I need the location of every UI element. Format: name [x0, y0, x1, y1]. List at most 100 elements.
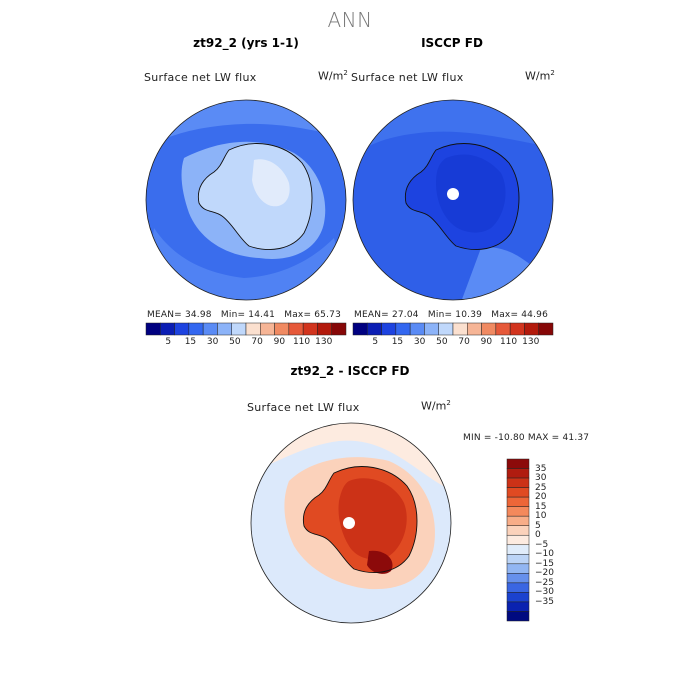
colorbar-swatch: [506, 487, 530, 498]
colorbar-tick-label: −5: [535, 539, 549, 550]
colorbar-swatch: [524, 322, 539, 336]
colorbar-tick-label: 70: [251, 337, 263, 347]
panel1-stats: MEAN= 34.98 Min= 14.41 Max= 65.73: [147, 310, 342, 320]
colorbar-swatch: [317, 322, 332, 336]
colorbar-tick-label: −35: [535, 596, 554, 607]
panel2-stats: MEAN= 27.04 Min= 10.39 Max= 44.96: [354, 310, 549, 320]
panel3-map: [250, 422, 452, 624]
colorbar-swatch: [506, 611, 530, 622]
colorbar-swatch: [506, 477, 530, 488]
colorbar-tick-label: 30: [206, 337, 219, 347]
colorbar-swatch: [506, 554, 530, 565]
colorbar-tick-label: 20: [535, 492, 547, 503]
panel1-highlight: [252, 159, 290, 207]
colorbar-swatch: [367, 322, 382, 336]
colorbar-swatch: [506, 496, 530, 507]
colorbar-tick-label: 15: [535, 501, 547, 512]
panel3-core: [338, 478, 407, 560]
colorbar-swatch: [506, 563, 530, 574]
colorbar-tick-label: 15: [391, 337, 404, 347]
colorbar-swatch: [409, 322, 425, 336]
panel3-max-patch: [367, 550, 393, 574]
colorbar-swatch: [452, 322, 468, 336]
colorbar-swatch: [495, 322, 511, 336]
panel3-coastline: [302, 466, 418, 573]
colorbar-swatch: [231, 322, 247, 336]
colorbar-swatch: [331, 322, 347, 336]
colorbar-tick-label: −30: [535, 587, 554, 598]
colorbar-tick-label: 0: [535, 530, 541, 541]
colorbar-tick-label: 130: [522, 337, 540, 347]
panel1-coastline: [197, 143, 313, 250]
colorbar-swatch: [274, 322, 290, 336]
colorbar-swatch: [538, 322, 554, 336]
colorbar-tick-label: 25: [535, 482, 547, 493]
colorbar-swatch: [424, 322, 439, 336]
colorbar-tick-label: 50: [229, 337, 241, 347]
figure-title: ANN: [327, 8, 373, 32]
colorbar-swatch: [506, 601, 530, 612]
colorbar-tick-label: 35: [535, 463, 547, 474]
panel2-colorbar: [352, 322, 554, 336]
colorbar-swatch: [506, 592, 530, 603]
colorbar-swatch: [352, 322, 368, 336]
colorbar-tick-label: 50: [436, 337, 448, 347]
colorbar-swatch: [506, 544, 530, 555]
colorbar-tick-label: 110: [499, 337, 518, 347]
panel1-map-border: [145, 99, 347, 301]
colorbar-swatch: [506, 515, 530, 526]
colorbar-swatch: [506, 582, 530, 593]
colorbar-tick-label: −25: [535, 577, 554, 588]
panel3-pole-missing: [343, 517, 355, 529]
panel3-map-border: [250, 422, 452, 624]
colorbar-swatch: [506, 468, 530, 479]
colorbar-swatch: [506, 573, 530, 584]
colorbar-swatch: [202, 322, 218, 336]
panel2-map-border: [352, 99, 554, 301]
colorbar-tick-label: 5: [165, 337, 172, 347]
colorbar-swatch: [288, 322, 304, 336]
panel1-units: W/m2: [318, 69, 348, 83]
colorbar-tick-label: −10: [535, 549, 554, 560]
colorbar-swatch: [506, 534, 530, 546]
colorbar-swatch: [188, 322, 204, 336]
panel3-colorbar: [506, 458, 530, 622]
colorbar-tick-label: −20: [535, 568, 554, 579]
panel1-continent: [198, 143, 312, 250]
panel2-title: ISCCP FD: [421, 36, 483, 50]
colorbar-swatch: [481, 322, 497, 336]
colorbar-tick-label: 10: [535, 511, 547, 522]
colorbar-tick-label: 90: [273, 337, 286, 347]
colorbar-swatch: [174, 322, 190, 336]
panel3-title: zt92_2 - ISCCP FD: [290, 364, 410, 378]
panel3-variable: Surface net LW flux: [247, 401, 360, 414]
colorbar-swatch: [381, 322, 397, 336]
colorbar-swatch: [438, 322, 454, 336]
colorbar-swatch: [506, 506, 530, 517]
colorbar-tick-label: −15: [535, 558, 554, 569]
panel2-variable: Surface net LW flux: [351, 71, 464, 84]
panel1-colorbar-ticks: 5 15 30 50 70 90 110 130: [146, 337, 346, 349]
colorbar-tick-label: 5: [535, 520, 541, 531]
colorbar-swatch: [145, 322, 161, 336]
colorbar-tick-label: 70: [458, 337, 470, 347]
colorbar-swatch: [217, 322, 232, 336]
panel3-stats: MIN = -10.80 MAX = 41.37: [463, 433, 590, 443]
panel1-band-south: [146, 228, 346, 300]
colorbar-tick-label: 30: [535, 473, 547, 484]
colorbar-tick-label: 15: [184, 337, 197, 347]
colorbar-swatch: [506, 458, 530, 469]
colorbar-tick-label: 5: [372, 337, 379, 347]
panel2-coastline: [404, 143, 520, 250]
panel1-map: [145, 99, 347, 301]
panel2-colorbar-ticks: 5 15 30 50 70 90 110 130: [353, 337, 553, 349]
panel2-core: [436, 154, 506, 233]
panel2-units: W/m2: [525, 69, 555, 83]
panel2-pole-missing: [447, 188, 459, 200]
panel3-colorbar-ticks: 35 30 25 20 15 10 5 0 −5 −10 −15 −20 −25 −30 −35: [535, 459, 575, 621]
colorbar-swatch: [506, 525, 530, 536]
colorbar-swatch: [395, 322, 411, 336]
panel1-variable: Surface net LW flux: [144, 71, 257, 84]
colorbar-tick-label: 90: [480, 337, 493, 347]
colorbar-tick-label: 110: [292, 337, 311, 347]
